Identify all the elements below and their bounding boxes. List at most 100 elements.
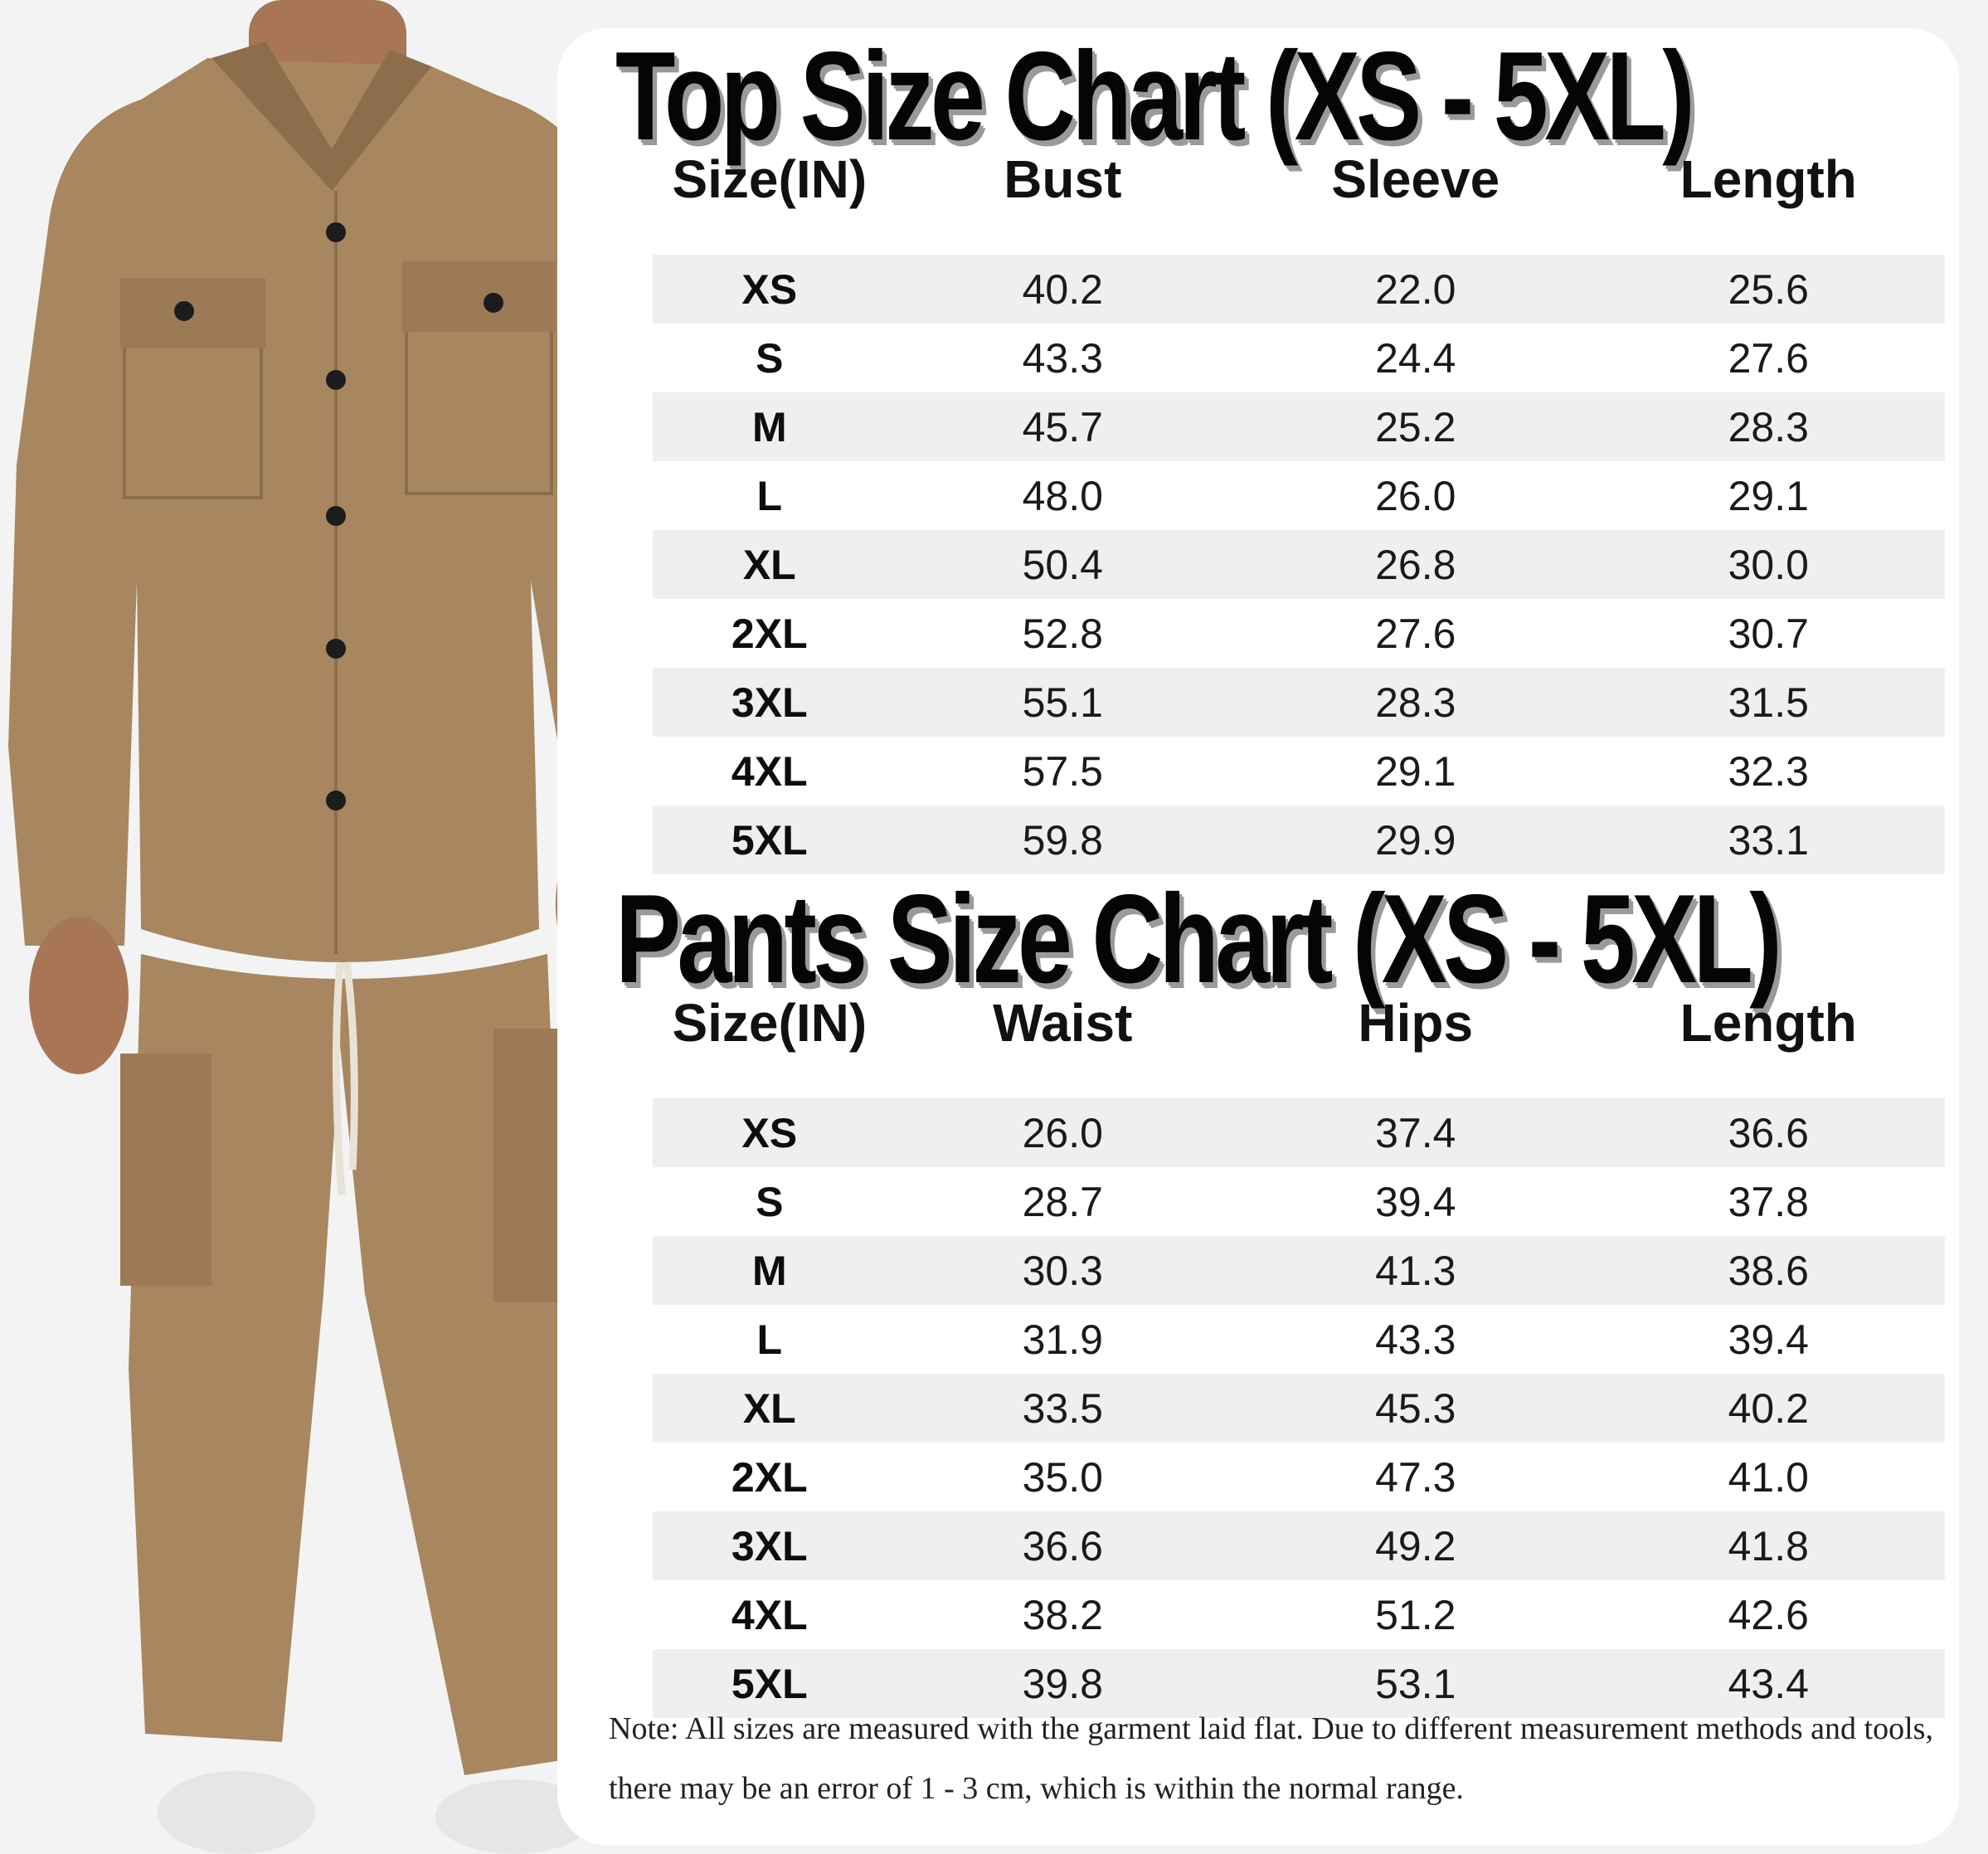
measurement-cell: 59.8 [886,805,1240,874]
pants-left-cargo-pocket [120,1054,211,1286]
table-row: 4XL 38.2 51.2 42.6 [653,1580,1945,1649]
measurement-cell: 42.6 [1592,1580,1945,1649]
pants [129,954,572,1775]
measurement-cell: 33.1 [1592,805,1945,874]
measurement-cell: 39.4 [1239,1167,1592,1236]
right-pocket-flap [402,261,556,332]
table-row: 2XL 35.0 47.3 41.0 [653,1443,1945,1511]
measurement-cell: 30.3 [886,1236,1240,1305]
jacket-collar [211,41,431,191]
size-cell: 4XL [653,737,887,805]
measurement-cell: 53.1 [1239,1649,1592,1718]
measurement-cell: 29.1 [1592,461,1945,530]
measurement-cell: 51.2 [1239,1580,1592,1649]
size-cell: 2XL [653,1443,887,1511]
measurement-cell: 43.3 [1239,1305,1592,1374]
measurement-cell: 52.8 [886,599,1240,668]
size-cell: XL [653,530,887,599]
measurement-cell: 26.8 [1239,530,1592,599]
table-row: L 31.9 43.3 39.4 [653,1305,1945,1374]
table-row: 4XL 57.5 29.1 32.3 [653,737,1945,805]
table-row: 3XL 55.1 28.3 31.5 [653,668,1945,737]
table-row: L 48.0 26.0 29.1 [653,461,1945,530]
drawstring [343,961,358,1170]
size-cell: 5XL [653,805,887,874]
measurement-note: Note: All sizes are measured with the ga… [609,1711,1933,1806]
size-cell: XS [653,1098,887,1167]
size-cell: XS [653,255,887,324]
table-row: XS 26.0 37.4 36.6 [653,1098,1945,1167]
column-header-size: Size(IN) [672,148,868,209]
right-pocket-button [484,293,503,313]
measurement-cell: 41.3 [1239,1236,1592,1305]
measurement-cell: 37.8 [1592,1167,1945,1236]
table-row: S 28.7 39.4 37.8 [653,1167,1945,1236]
measurement-cell: 41.8 [1592,1511,1945,1580]
jacket-body [8,58,630,962]
measurement-cell: 27.6 [1592,324,1945,392]
measurement-cell: 38.6 [1592,1236,1945,1305]
measurement-cell: 31.5 [1592,668,1945,737]
pants-size-table-body: XS 26.0 37.4 36.6 S 28.7 39.4 37.8 M 30.3 41.3 38.6… [653,1098,1945,1718]
placket-button [326,506,346,526]
drawstring [332,961,346,1195]
size-cell: 5XL [653,1649,887,1718]
model-photo [8,0,647,1854]
left-shoe-icon [158,1771,315,1854]
measurement-cell: 45.7 [886,392,1240,461]
table-row: XL 50.4 26.8 30.0 [653,530,1945,599]
right-shoe-icon [435,1779,593,1854]
measurement-cell: 37.4 [1239,1098,1592,1167]
size-cell: 4XL [653,1580,887,1649]
measurement-cell: 24.4 [1239,324,1592,392]
size-cell: L [653,461,887,530]
measurement-cell: 30.7 [1592,599,1945,668]
measurement-cell: 40.2 [1592,1374,1945,1443]
table-header-row: Size(IN) Bust Sleeve Length [653,144,1945,213]
measurement-cell: 27.6 [1239,599,1592,668]
table-row: S 43.3 24.4 27.6 [653,324,1945,392]
measurement-cell: 36.6 [1592,1098,1945,1167]
table-row: M 45.7 25.2 28.3 [653,392,1945,461]
measurement-cell: 43.3 [886,324,1240,392]
placket-button [326,222,346,242]
column-header-length: Length [1679,148,1857,209]
size-cell: M [653,1236,887,1305]
placket-button [326,791,346,810]
size-cell: S [653,1167,887,1236]
measurement-cell: 48.0 [886,461,1240,530]
measurement-cell: 31.9 [886,1305,1240,1374]
pants-size-chart-title: Pants Size Chart (XS - 5XL) [615,869,1782,1010]
measurement-cell: 33.5 [886,1374,1240,1443]
measurement-cell: 40.2 [886,255,1240,324]
measurement-cell: 26.0 [1239,461,1592,530]
size-cell: 2XL [653,599,887,668]
table-row: M 30.3 41.3 38.6 [653,1236,1945,1305]
column-header-sleeve: Sleeve [1331,148,1500,209]
top-size-table-body: XS 40.2 22.0 25.6 S 43.3 24.4 27.6 M 45.7 25.2 28.3… [653,255,1945,874]
measurement-cell: 22.0 [1239,255,1592,324]
column-header-size: Size(IN) [672,992,868,1053]
top-size-table: Size(IN) Bust Sleeve Length XS 40.2 22.0 25… [653,144,1945,874]
measurement-cell: 32.3 [1592,737,1945,805]
table-row: 3XL 36.6 49.2 41.8 [653,1511,1945,1580]
column-header-length: Length [1679,992,1857,1053]
size-cell: M [653,392,887,461]
left-pocket-button [174,301,194,321]
table-row: 2XL 52.8 27.6 30.7 [653,599,1945,668]
measurement-cell: 28.3 [1592,392,1945,461]
measurement-cell: 35.0 [886,1443,1240,1511]
table-row: XL 33.5 45.3 40.2 [653,1374,1945,1443]
placket-button [326,639,346,659]
column-header-hips: Hips [1358,992,1474,1053]
measurement-cell: 43.4 [1592,1649,1945,1718]
size-cell: S [653,324,887,392]
measurement-cell: 26.0 [886,1098,1240,1167]
size-cell: 3XL [653,1511,887,1580]
placket-button [326,370,346,390]
measurement-cell: 47.3 [1239,1443,1592,1511]
measurement-cell: 28.3 [1239,668,1592,737]
measurement-cell: 29.1 [1239,737,1592,805]
header-spacer [653,213,1945,255]
measurement-cell: 39.8 [886,1649,1240,1718]
